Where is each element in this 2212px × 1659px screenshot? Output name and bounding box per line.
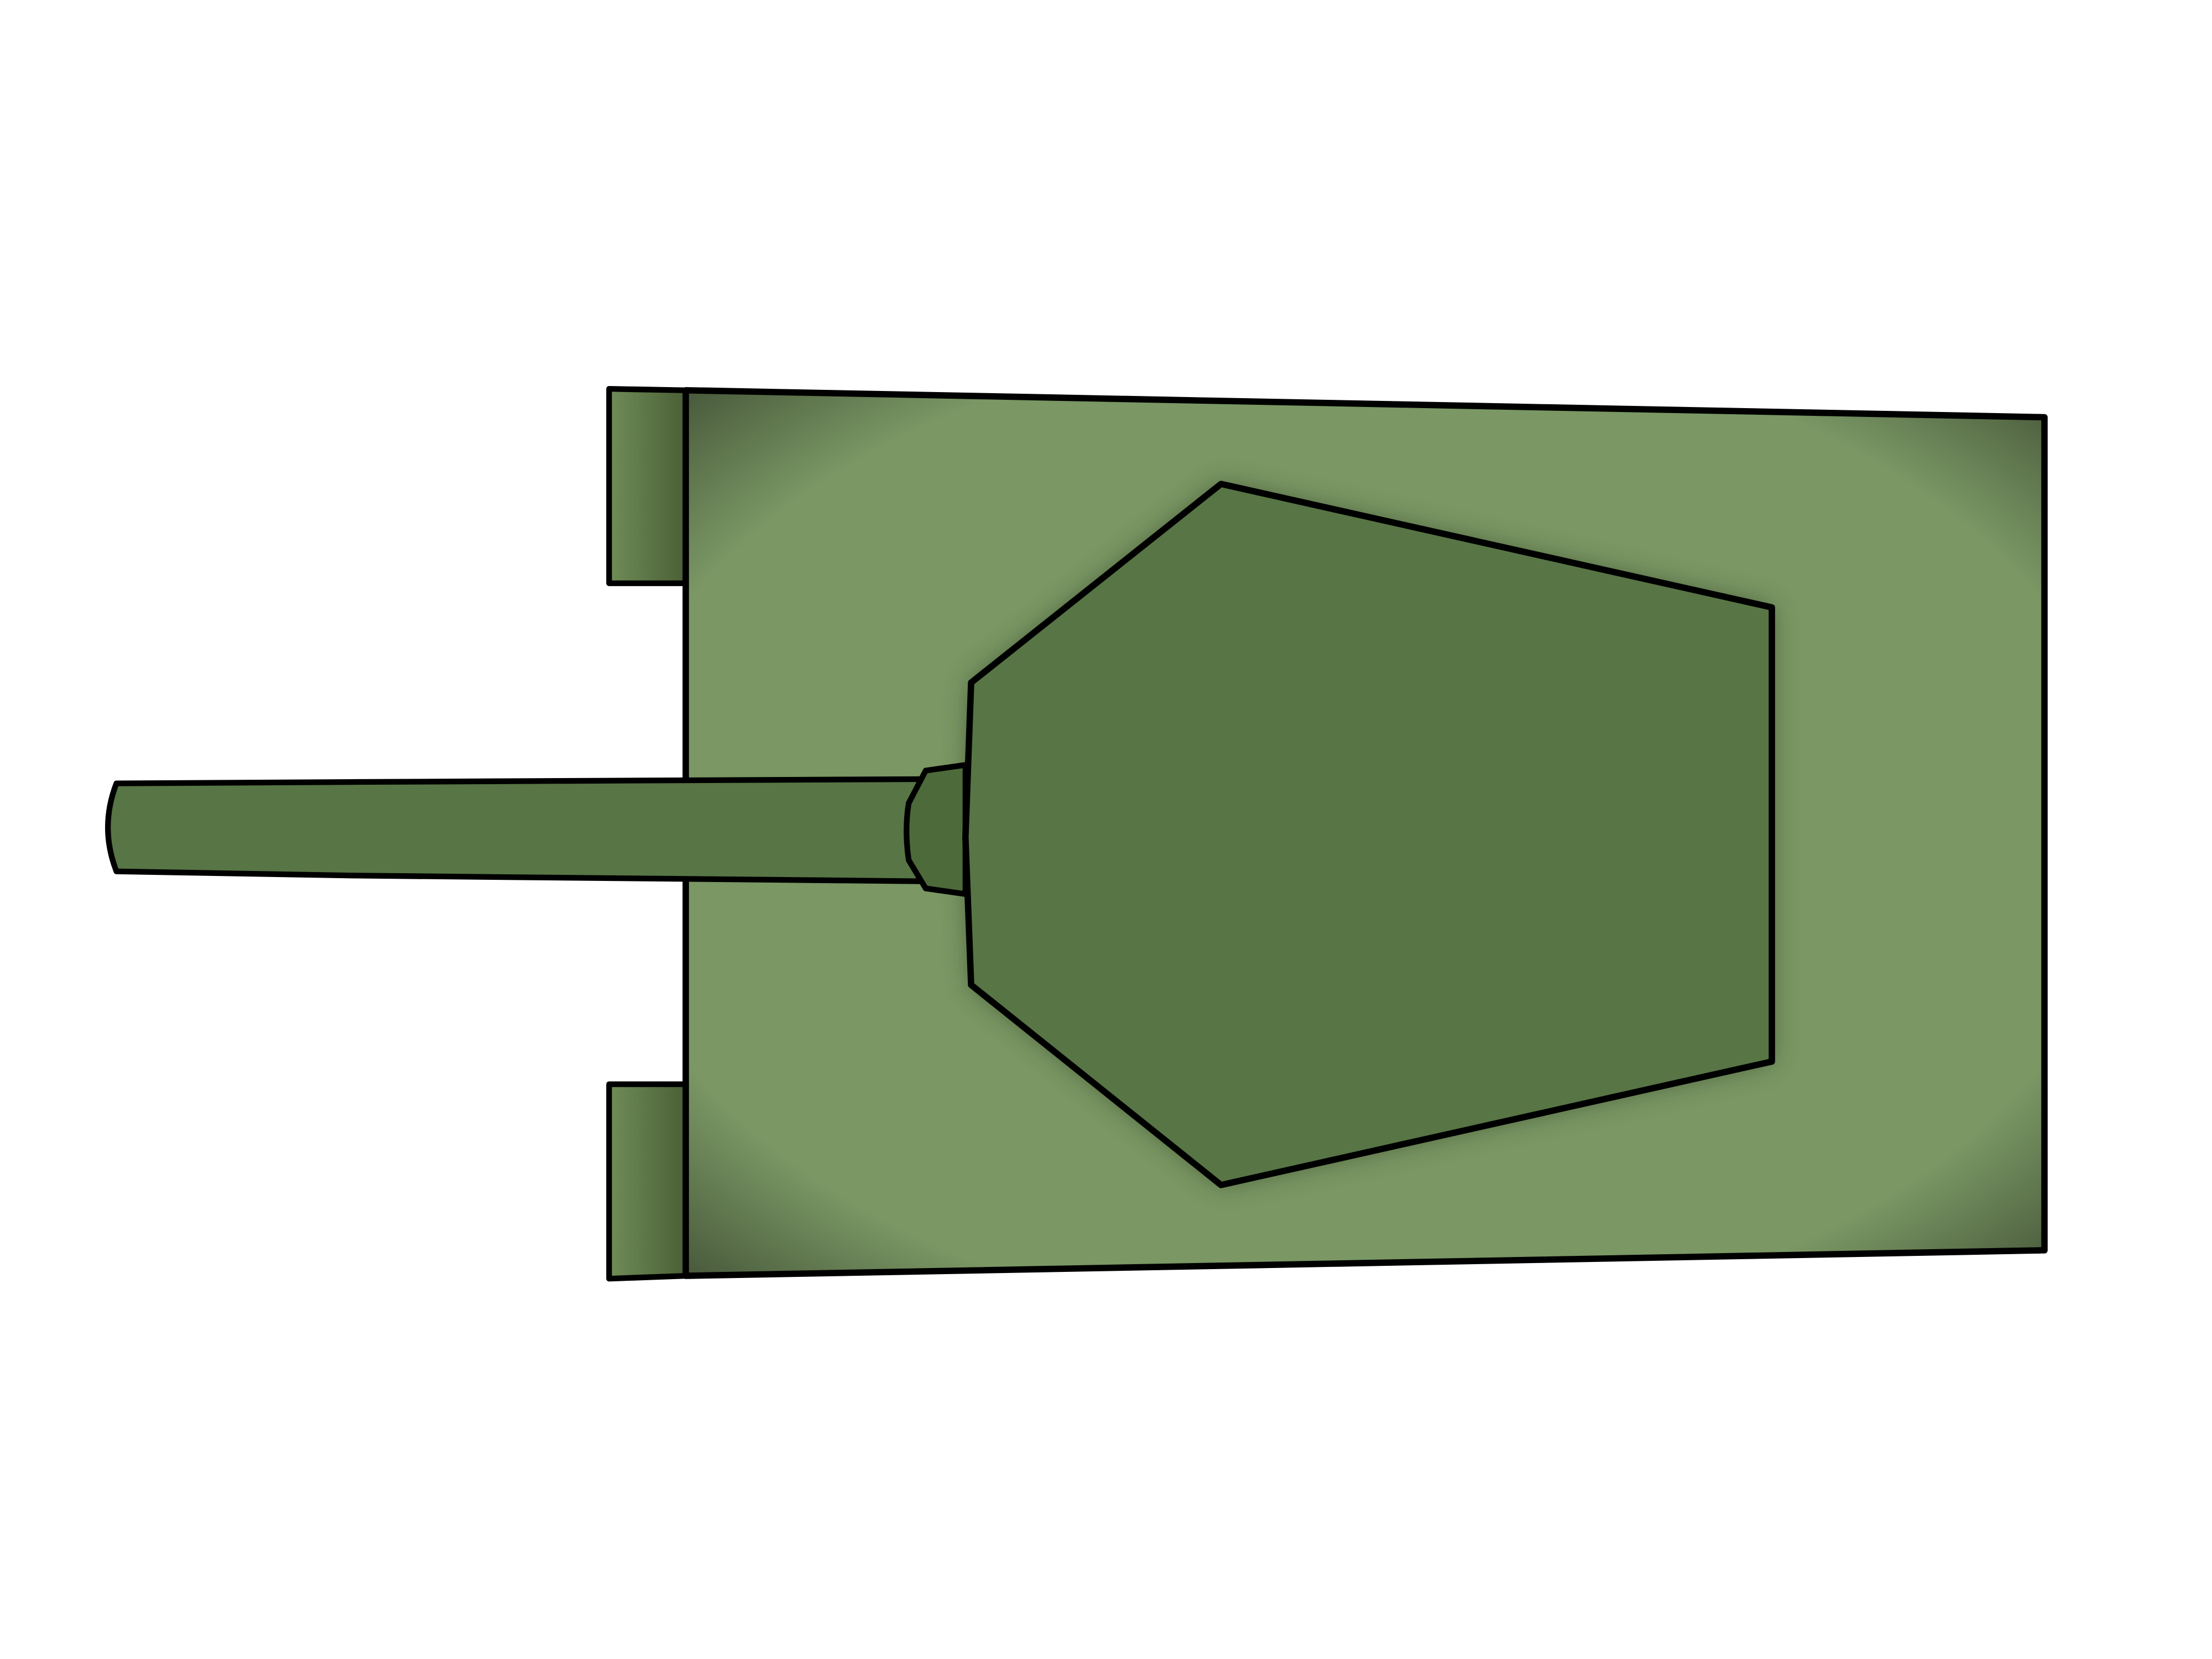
turret <box>962 481 1775 1188</box>
rear-track-top <box>606 386 689 586</box>
rear-track-bottom <box>606 1081 689 1282</box>
gun-barrel <box>105 776 929 884</box>
gun-mantlet <box>904 762 968 897</box>
tank <box>105 386 2048 1282</box>
